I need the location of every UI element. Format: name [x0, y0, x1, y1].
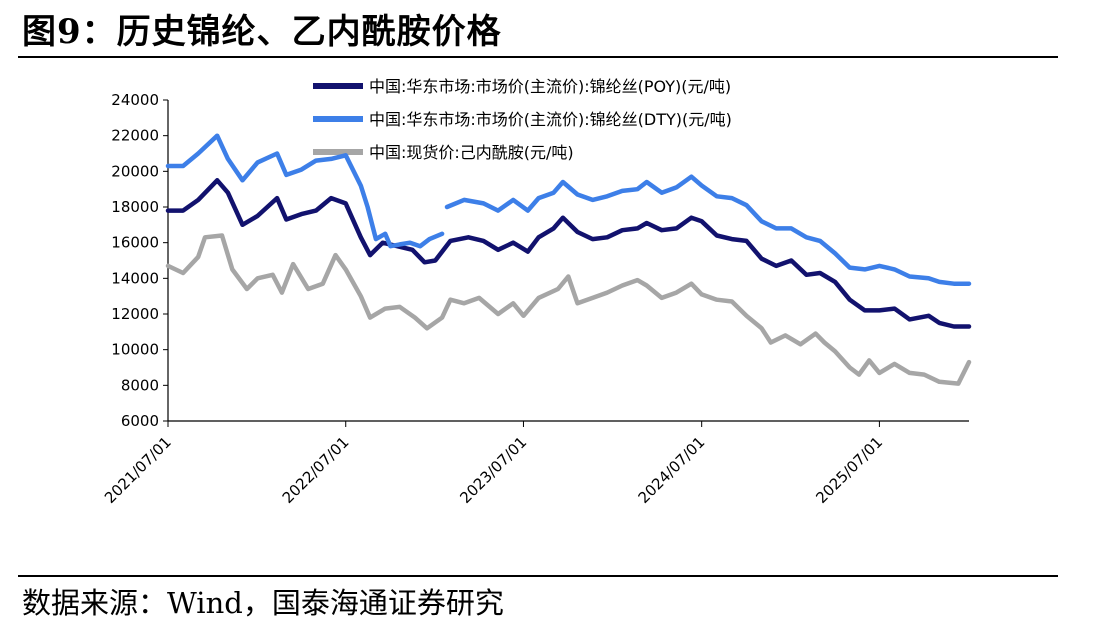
legend-label-1: 中国:华东市场:市场价(主流价):锦纶丝(POY)(元/吨) [369, 77, 731, 96]
y-tick-label: 12000 [111, 305, 159, 323]
source-note: 数据来源：Wind，国泰海通证券研究 [22, 586, 504, 620]
x-tick-label: 2023/07/01 [456, 433, 530, 507]
series-line-2 [165, 133, 972, 286]
y-tick-label: 8000 [121, 376, 159, 394]
x-tick-label: 2024/07/01 [635, 433, 709, 507]
y-tick-label: 18000 [111, 198, 159, 216]
y-tick-label: 24000 [111, 91, 159, 109]
y-tick-label: 6000 [121, 412, 159, 430]
legend-label-3: 中国:现货价:己内酰胺(元/吨) [369, 143, 574, 162]
chart-series [165, 133, 972, 386]
y-tick-label: 20000 [111, 162, 159, 180]
y-tick-label: 22000 [111, 127, 159, 145]
y-tick-label: 16000 [111, 234, 159, 252]
source-rule [18, 575, 1058, 577]
y-tick-label: 10000 [111, 341, 159, 359]
figure-title: 图9：历史锦纶、乙内酰胺价格 [22, 12, 502, 52]
x-tick-label: 2025/07/01 [812, 433, 886, 507]
line-chart: 中国:华东市场:市场价(主流价):锦纶丝(POY)(元/吨) 中国:华东市场:市场… [101, 77, 972, 507]
series-line-3 [165, 233, 972, 386]
x-tick-label: 2022/07/01 [279, 433, 353, 507]
title-rule [18, 56, 1058, 58]
y-tick-label: 14000 [111, 269, 159, 287]
legend-label-2: 中国:华东市场:市场价(主流价):锦纶丝(DTY)(元/吨) [369, 110, 732, 129]
legend: 中国:华东市场:市场价(主流价):锦纶丝(POY)(元/吨) 中国:华东市场:市场… [313, 77, 732, 162]
series-line-1 [165, 178, 972, 329]
x-tick-label: 2021/07/01 [101, 433, 175, 507]
